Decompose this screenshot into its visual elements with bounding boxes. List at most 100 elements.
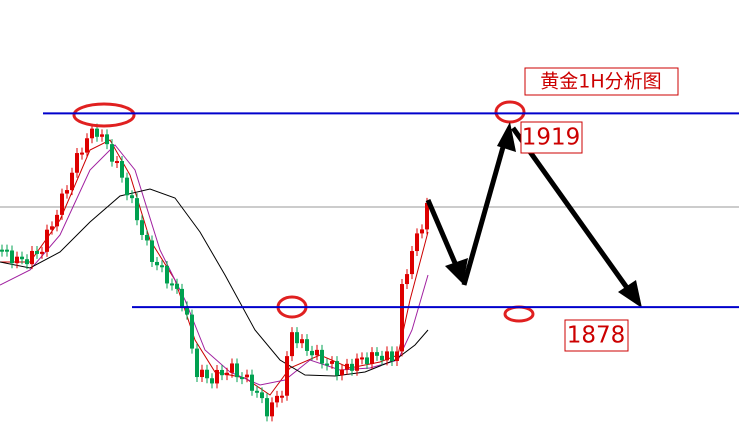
candle-body [245, 374, 249, 378]
candle-body [240, 377, 244, 380]
candle-body [415, 233, 419, 252]
candle-body [320, 349, 324, 364]
candle-body [200, 369, 204, 378]
candle-body [140, 220, 144, 235]
label-box [564, 319, 629, 352]
candle-body [115, 161, 119, 164]
arrow-head [445, 258, 468, 284]
candle-body [365, 357, 369, 364]
arrow [510, 126, 633, 294]
level-label: 1919 [522, 125, 581, 151]
candle-body [120, 161, 124, 178]
candle-body [0, 249, 4, 252]
candle-body [165, 265, 169, 284]
candle-body [235, 363, 239, 378]
arrow [461, 139, 508, 286]
candle-body [310, 350, 314, 356]
chart-title: 黄金1H分析图 [540, 71, 661, 93]
candle-body [100, 134, 104, 137]
candle-body [335, 361, 339, 376]
candle-body [330, 361, 334, 364]
highlight-circle [72, 102, 136, 128]
candle-body [145, 234, 149, 241]
candle-body [210, 378, 214, 384]
forecast-arrows [425, 126, 633, 294]
candle-body [155, 261, 159, 266]
candle-body [215, 369, 219, 384]
title-box [524, 67, 679, 96]
level-label: 1878 [567, 323, 626, 349]
candle-body [55, 214, 59, 227]
candle-body [230, 363, 234, 373]
candle-body [340, 369, 344, 376]
candle-body [75, 153, 79, 173]
candle-body [50, 226, 54, 230]
moving-average-slow [0, 188, 429, 377]
candle-body [400, 284, 404, 352]
candle-body [355, 358, 359, 371]
candle-body [20, 256, 24, 260]
moving-average-mid [0, 144, 429, 386]
candle-body [30, 250, 34, 265]
candle-body [315, 349, 319, 356]
candle-body [185, 306, 189, 315]
candle-body [265, 398, 269, 417]
candle-body [190, 314, 194, 349]
candle-body [380, 355, 384, 361]
candle-body [35, 250, 39, 254]
candle-body [395, 351, 399, 361]
candle-body [350, 363, 354, 371]
candle-body [250, 374, 254, 391]
candle-body [70, 172, 74, 191]
candle-body [170, 283, 174, 286]
candle-body [295, 332, 299, 344]
candle-body [110, 144, 114, 162]
candle-body [205, 369, 209, 379]
candle-body [180, 288, 184, 307]
candle-body [105, 134, 109, 145]
arrow [425, 199, 461, 271]
candle-body [25, 259, 29, 265]
candle-body [370, 352, 374, 364]
candle-body [225, 372, 229, 376]
candle-body [85, 138, 89, 153]
candle-body [385, 351, 389, 361]
candle-body [60, 193, 64, 215]
candle-body [5, 249, 9, 252]
candle-body [150, 240, 154, 262]
candle-body [15, 256, 19, 264]
candle-body [305, 339, 309, 351]
candle-body [65, 190, 69, 194]
candle-body [195, 348, 199, 378]
candle-body [375, 352, 379, 356]
candle-body [390, 351, 394, 361]
candle-body [255, 390, 259, 393]
arrow-head [618, 280, 642, 308]
candle-body [275, 395, 279, 403]
candle-body [90, 128, 94, 139]
arrow-heads [445, 122, 642, 308]
label-box [520, 121, 583, 154]
candle-body [130, 195, 134, 199]
candle-body [290, 332, 294, 357]
candle-body [280, 395, 284, 398]
candle-body [125, 177, 129, 196]
candle-body [285, 356, 289, 396]
candle-body [270, 402, 274, 417]
candle-body [10, 250, 14, 264]
candle-body [220, 369, 224, 376]
candle-body [135, 198, 139, 221]
candle-body [360, 357, 364, 360]
candles [0, 123, 429, 422]
candle-body [160, 265, 164, 268]
candle-body [405, 274, 409, 285]
candle-body [410, 251, 414, 275]
candle-body [345, 363, 349, 370]
candle-body [80, 152, 84, 155]
candle-body [260, 392, 264, 399]
candle-body [425, 202, 429, 230]
arrow-head [497, 122, 516, 152]
candle-body [420, 229, 424, 234]
